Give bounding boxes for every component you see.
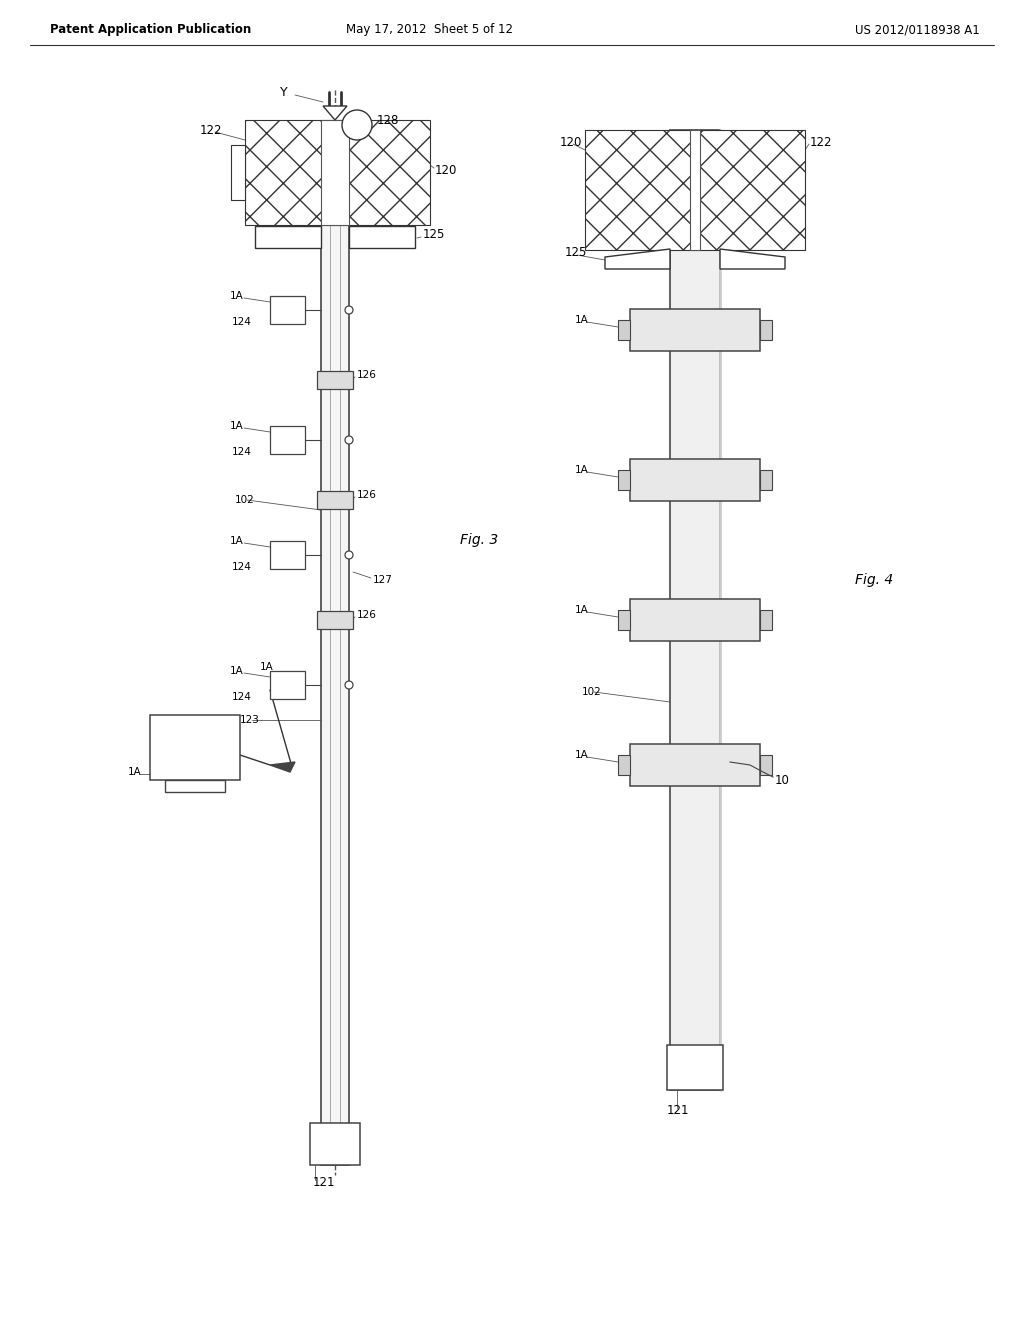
Text: May 17, 2012  Sheet 5 of 12: May 17, 2012 Sheet 5 of 12 — [346, 24, 513, 37]
Circle shape — [342, 110, 372, 140]
Polygon shape — [349, 226, 415, 248]
Bar — [760, 470, 772, 490]
Bar — [618, 319, 630, 341]
Text: 1A: 1A — [230, 536, 244, 546]
Bar — [270, 426, 305, 454]
Bar — [270, 671, 305, 700]
Bar — [150, 715, 240, 780]
Bar — [690, 129, 700, 249]
Polygon shape — [605, 249, 670, 269]
Polygon shape — [720, 249, 785, 269]
Text: Y: Y — [280, 86, 288, 99]
Polygon shape — [323, 106, 347, 120]
Text: 102: 102 — [582, 686, 602, 697]
Bar — [317, 611, 353, 630]
Polygon shape — [255, 226, 321, 248]
Bar — [667, 1045, 723, 1090]
Text: 122: 122 — [200, 124, 222, 136]
Text: 1A: 1A — [128, 767, 141, 777]
Text: 127: 127 — [373, 576, 393, 585]
Text: 125: 125 — [565, 247, 588, 260]
Bar — [760, 610, 772, 630]
Text: 126: 126 — [357, 610, 377, 620]
Text: 1A: 1A — [230, 421, 244, 432]
Text: 1A: 1A — [575, 315, 589, 325]
Text: US 2012/0118938 A1: US 2012/0118938 A1 — [855, 24, 980, 37]
Circle shape — [345, 436, 353, 444]
Text: Fig. 4: Fig. 4 — [855, 573, 893, 587]
Text: 124: 124 — [232, 692, 252, 702]
Text: 124: 124 — [232, 317, 252, 327]
Bar — [630, 599, 760, 642]
Text: 120: 120 — [435, 164, 458, 177]
Bar — [670, 129, 720, 1090]
Text: 126: 126 — [357, 490, 377, 500]
Bar — [310, 1123, 360, 1166]
Text: 124: 124 — [232, 447, 252, 457]
Bar — [165, 780, 225, 792]
Text: 1A: 1A — [230, 667, 244, 676]
Bar — [245, 120, 430, 224]
Bar — [618, 755, 630, 775]
Bar — [317, 371, 353, 389]
Text: 121: 121 — [313, 1176, 336, 1188]
Text: 121: 121 — [667, 1104, 689, 1117]
Bar — [270, 296, 305, 323]
Polygon shape — [270, 762, 295, 772]
Text: 124: 124 — [232, 562, 252, 572]
Text: 1A: 1A — [575, 605, 589, 615]
Text: 1A: 1A — [575, 465, 589, 475]
Text: 120: 120 — [560, 136, 583, 149]
Text: 128: 128 — [377, 114, 399, 127]
Bar — [585, 129, 695, 249]
Text: 1A: 1A — [260, 663, 273, 672]
Bar — [321, 120, 349, 224]
Text: 123: 123 — [240, 715, 260, 725]
Bar — [695, 129, 805, 249]
Text: Fig. 3: Fig. 3 — [460, 533, 499, 546]
Circle shape — [345, 681, 353, 689]
Circle shape — [345, 550, 353, 558]
Text: 102: 102 — [234, 495, 255, 506]
Text: 1A: 1A — [575, 750, 589, 760]
Circle shape — [345, 306, 353, 314]
Bar — [231, 145, 245, 201]
Bar — [317, 491, 353, 510]
Bar — [760, 755, 772, 775]
Text: 1A: 1A — [230, 290, 244, 301]
Text: Patent Application Publication: Patent Application Publication — [50, 24, 251, 37]
Bar — [618, 470, 630, 490]
Bar — [321, 195, 349, 1166]
Text: 125: 125 — [423, 228, 445, 242]
Bar — [630, 309, 760, 351]
Bar — [270, 541, 305, 569]
Bar — [630, 744, 760, 785]
Bar — [760, 319, 772, 341]
Text: 122: 122 — [810, 136, 833, 149]
Text: 126: 126 — [357, 370, 377, 380]
Bar — [630, 459, 760, 502]
Bar — [618, 610, 630, 630]
Text: 10: 10 — [775, 774, 790, 787]
